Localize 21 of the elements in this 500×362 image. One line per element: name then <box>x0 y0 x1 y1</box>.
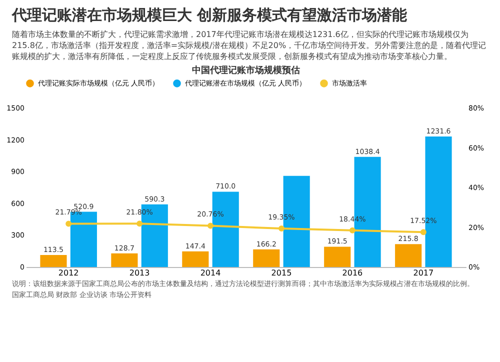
text: 随着市场主体数量的不断扩大，代理记账需求激增，2017年代理记账市场潜在规模达1231.6亿，但实际的代理记账市场规模仅为215.8亿，市场激活率（指开发程度，激活率=实际规模/潜在规模）不足20%，千亿市场空间待开发。另外需要注意的是，随着代理记账规模的扩大，激活率有所降低，一定程度上反应了传统服务模式发展受限，创新服务模式有望成为推动市场变革核心力量。 <box>11 29 488 63</box>
point <box>349 227 356 234</box>
point <box>66 220 72 227</box>
x-tick-label: 2012 <box>58 268 79 278</box>
x-tick-label: 2014 <box>200 268 221 278</box>
point <box>278 226 284 232</box>
x-tick-label: 2017 <box>413 268 434 278</box>
bar <box>182 251 209 267</box>
x-tick-label: 2015 <box>271 268 292 278</box>
chart-title: 中国代理记账市场规模预估 <box>192 65 300 76</box>
bar <box>324 246 351 267</box>
bar <box>111 253 138 267</box>
bar <box>253 249 280 267</box>
point <box>136 220 143 227</box>
text: 代理记账潜在市场规模巨大 创新服务模式有望激活市场潜能 <box>10 5 408 26</box>
x-tick-label: 2016 <box>342 268 363 278</box>
point <box>208 222 214 229</box>
x-tick-label: 2013 <box>129 268 150 278</box>
point <box>420 229 426 236</box>
bar <box>40 254 67 267</box>
bar <box>395 244 422 267</box>
